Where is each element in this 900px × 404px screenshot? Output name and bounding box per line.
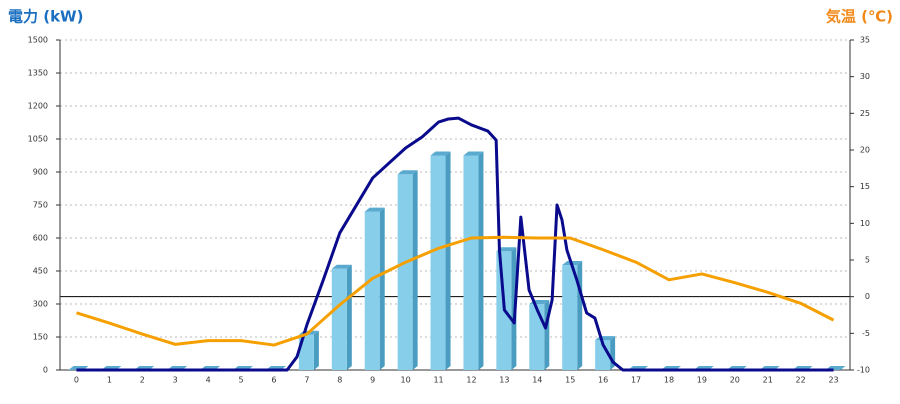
- bar-face: [313, 330, 319, 370]
- y-tick-label: 600: [33, 234, 48, 243]
- x-tick-label: 23: [828, 376, 838, 385]
- bar-face: [562, 265, 578, 370]
- x-tick-label: 14: [532, 376, 542, 385]
- x-tick-label: 15: [565, 376, 575, 385]
- x-tick-label: 3: [173, 376, 178, 385]
- y-tick-label: 0: [43, 366, 48, 375]
- y2-tick-label: 10: [860, 219, 870, 228]
- bar-face: [496, 247, 517, 252]
- line: [76, 235, 835, 347]
- bar: [595, 336, 616, 370]
- y2-tick-label: 30: [860, 72, 870, 81]
- bar: [430, 151, 451, 370]
- y-tick-label: 750: [33, 201, 48, 210]
- x-tick-label: 2: [140, 376, 145, 385]
- x-tick-label: 16: [598, 376, 608, 385]
- y2-tick-label: 15: [860, 182, 870, 191]
- bar: [364, 207, 385, 370]
- x-tick-label: 7: [304, 376, 309, 385]
- bar-face: [463, 151, 484, 156]
- bar-face: [397, 170, 418, 175]
- x-tick-label: 20: [730, 376, 740, 385]
- x-tick-label: 21: [763, 376, 773, 385]
- x-tick-label: 13: [499, 376, 509, 385]
- bar-face: [529, 304, 545, 370]
- bar-face: [445, 151, 451, 370]
- bar: [463, 151, 484, 370]
- bar-face: [331, 264, 352, 269]
- y2-tick-label: 5: [865, 256, 870, 265]
- x-tick-label: 22: [796, 376, 806, 385]
- y2-axis-title: 気温 (℃): [826, 8, 893, 26]
- bar-face: [595, 340, 611, 370]
- bar-face: [463, 155, 479, 370]
- x-tick-label: 5: [238, 376, 243, 385]
- x-tick-label: 0: [74, 376, 79, 385]
- bar-face: [346, 264, 352, 370]
- y-tick-label: 450: [33, 267, 48, 276]
- bar-face: [430, 155, 446, 370]
- bar-face: [364, 207, 385, 212]
- x-tick-label: 12: [466, 376, 476, 385]
- y2-tick-label: -5: [862, 329, 870, 338]
- bar-face: [430, 151, 451, 156]
- y-tick-label: 1350: [28, 69, 48, 78]
- bar: [397, 170, 418, 370]
- bar-face: [412, 170, 418, 370]
- bar-face: [379, 207, 385, 370]
- x-tick-label: 18: [664, 376, 674, 385]
- y2-tick-label: 25: [860, 109, 870, 118]
- x-tick-label: 1: [107, 376, 112, 385]
- x-tick-label: 9: [370, 376, 375, 385]
- y2-tick-label: 35: [860, 36, 870, 45]
- y-axis-title: 電力 (kW): [8, 8, 83, 26]
- y-tick-label: 1200: [28, 102, 48, 111]
- y-tick-label: 150: [33, 333, 48, 342]
- x-tick-label: 11: [433, 376, 443, 385]
- y2-tick-label: 20: [860, 146, 870, 155]
- y-tick-label: 1050: [28, 135, 48, 144]
- y-tick-label: 300: [33, 300, 48, 309]
- bar-face: [478, 151, 484, 370]
- x-tick-label: 10: [401, 376, 411, 385]
- bar: [562, 261, 583, 370]
- bar-face: [577, 261, 583, 370]
- y-tick-label: 900: [33, 168, 48, 177]
- x-tick-label: 19: [697, 376, 707, 385]
- x-tick-label: 6: [271, 376, 276, 385]
- y2-tick-label: 0: [865, 292, 870, 301]
- bar-face: [364, 211, 380, 370]
- y2-tick-label: -10: [857, 366, 870, 375]
- x-tick-label: 4: [206, 376, 211, 385]
- bar: [331, 264, 352, 370]
- bar-face: [397, 174, 413, 370]
- bar-face: [331, 268, 347, 370]
- y-tick-label: 1500: [28, 36, 48, 45]
- x-tick-label: 17: [631, 376, 641, 385]
- x-tick-label: 8: [337, 376, 342, 385]
- bar: [529, 300, 550, 370]
- line: [76, 116, 834, 372]
